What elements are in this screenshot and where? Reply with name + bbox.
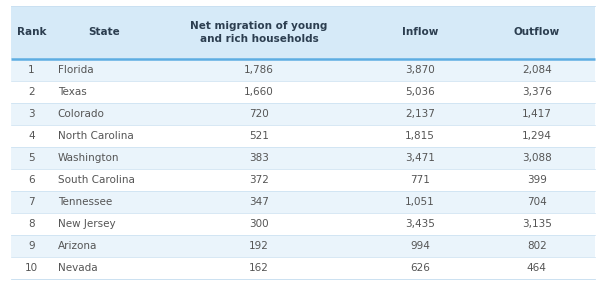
Text: Net migration of young
and rich households: Net migration of young and rich househol… (190, 21, 328, 44)
Text: Colorado: Colorado (58, 109, 104, 119)
Text: 3,376: 3,376 (522, 87, 551, 97)
Text: 5,036: 5,036 (405, 87, 435, 97)
Text: 4: 4 (28, 131, 35, 141)
Text: Outflow: Outflow (514, 27, 560, 38)
Text: 1,051: 1,051 (405, 197, 435, 207)
Text: 1: 1 (28, 65, 35, 75)
Text: 3,435: 3,435 (405, 219, 435, 229)
Text: 162: 162 (249, 263, 269, 273)
FancyBboxPatch shape (11, 125, 595, 147)
Text: 3,088: 3,088 (522, 153, 551, 163)
Text: 994: 994 (410, 241, 430, 251)
FancyBboxPatch shape (11, 169, 595, 191)
Text: 9: 9 (28, 241, 35, 251)
Text: 5: 5 (28, 153, 35, 163)
Text: Tennessee: Tennessee (58, 197, 112, 207)
Text: 8: 8 (28, 219, 35, 229)
Text: Arizona: Arizona (58, 241, 97, 251)
Text: 720: 720 (249, 109, 269, 119)
Text: 7: 7 (28, 197, 35, 207)
FancyBboxPatch shape (11, 257, 595, 279)
Text: 6: 6 (28, 175, 35, 185)
Text: 1,417: 1,417 (522, 109, 551, 119)
Text: 3,870: 3,870 (405, 65, 435, 75)
Text: 399: 399 (527, 175, 547, 185)
Text: 626: 626 (410, 263, 430, 273)
Text: 1,786: 1,786 (244, 65, 274, 75)
Text: 2,137: 2,137 (405, 109, 435, 119)
FancyBboxPatch shape (11, 191, 595, 213)
Text: Inflow: Inflow (401, 27, 438, 38)
Text: 372: 372 (249, 175, 269, 185)
Text: Rank: Rank (17, 27, 46, 38)
Text: State: State (88, 27, 120, 38)
Text: North Carolina: North Carolina (58, 131, 133, 141)
FancyBboxPatch shape (11, 6, 595, 59)
Text: 3,135: 3,135 (522, 219, 551, 229)
FancyBboxPatch shape (11, 103, 595, 125)
Text: 192: 192 (249, 241, 269, 251)
Text: 1,815: 1,815 (405, 131, 435, 141)
Text: 521: 521 (249, 131, 269, 141)
Text: 1,294: 1,294 (522, 131, 551, 141)
Text: 10: 10 (25, 263, 38, 273)
Text: 464: 464 (527, 263, 547, 273)
Text: 383: 383 (249, 153, 269, 163)
Text: 2,084: 2,084 (522, 65, 551, 75)
Text: Nevada: Nevada (58, 263, 97, 273)
FancyBboxPatch shape (11, 147, 595, 169)
Text: 300: 300 (250, 219, 269, 229)
Text: 347: 347 (249, 197, 269, 207)
FancyBboxPatch shape (11, 81, 595, 103)
Text: 1,660: 1,660 (244, 87, 274, 97)
Text: 704: 704 (527, 197, 547, 207)
FancyBboxPatch shape (11, 59, 595, 81)
Text: New Jersey: New Jersey (58, 219, 115, 229)
Text: Florida: Florida (58, 65, 94, 75)
Text: 3,471: 3,471 (405, 153, 435, 163)
Text: Texas: Texas (58, 87, 86, 97)
FancyBboxPatch shape (11, 213, 595, 235)
Text: 2: 2 (28, 87, 35, 97)
Text: 771: 771 (410, 175, 430, 185)
Text: 3: 3 (28, 109, 35, 119)
FancyBboxPatch shape (11, 235, 595, 257)
Text: South Carolina: South Carolina (58, 175, 134, 185)
Text: 802: 802 (527, 241, 547, 251)
Text: Washington: Washington (58, 153, 119, 163)
